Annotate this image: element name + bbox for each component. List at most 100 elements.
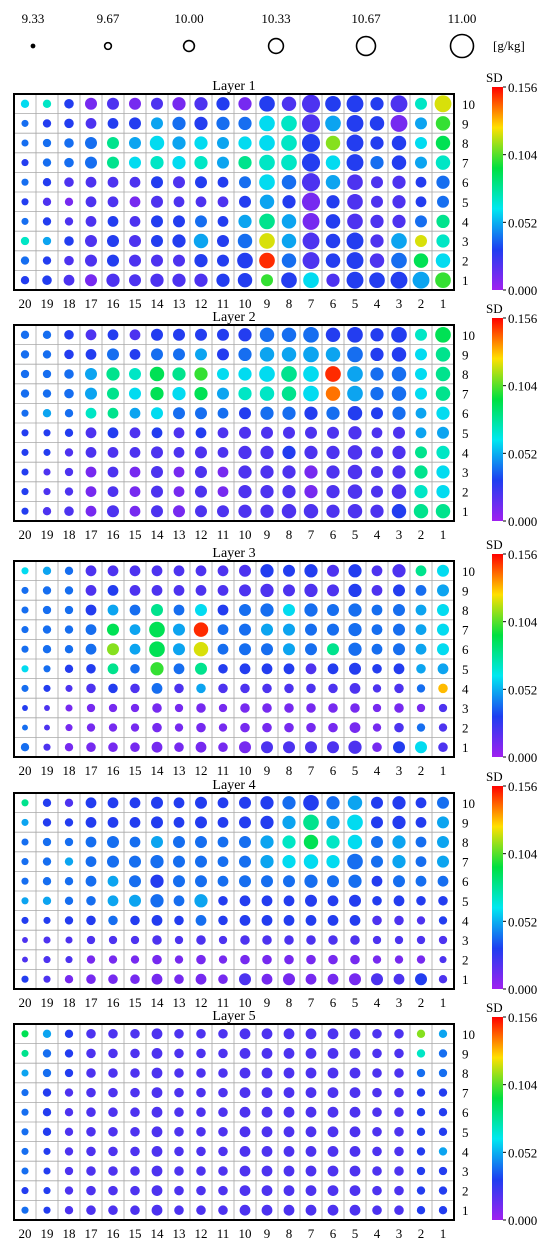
data-bubble: [370, 214, 384, 229]
data-bubble: [348, 583, 362, 598]
y-tick-label: 2: [462, 1184, 469, 1199]
data-bubble: [259, 252, 275, 269]
data-bubble: [216, 156, 230, 169]
size-legend-value: 9.33: [22, 11, 45, 26]
x-tick-label: 18: [63, 296, 76, 311]
x-tick-label: 1: [440, 527, 447, 542]
data-bubble: [216, 254, 230, 267]
data-bubble: [218, 974, 228, 984]
y-tick-label: 7: [462, 855, 469, 870]
data-bubble: [108, 1205, 118, 1215]
data-bubble: [282, 796, 296, 810]
y-tick-label: 4: [462, 445, 469, 460]
data-bubble: [436, 855, 450, 868]
x-tick-label: 7: [308, 763, 315, 778]
data-bubble: [259, 194, 275, 210]
data-bubble: [108, 742, 118, 752]
data-bubble: [150, 254, 164, 267]
colorbar-tick-label: 0.052: [508, 1145, 537, 1160]
data-bubble: [64, 625, 74, 634]
x-tick-label: 10: [239, 527, 252, 542]
data-bubble: [128, 875, 142, 888]
data-bubble: [85, 624, 97, 635]
data-bubble: [150, 195, 164, 208]
data-bubble: [436, 796, 450, 809]
data-bubble: [260, 835, 274, 849]
data-bubble: [64, 467, 74, 477]
data-bubble: [130, 742, 140, 752]
data-bubble: [239, 1204, 251, 1216]
data-bubble: [43, 684, 51, 692]
data-bubble: [216, 367, 230, 381]
data-bubble: [239, 1185, 251, 1196]
data-bubble: [150, 348, 164, 361]
data-bubble: [302, 232, 320, 250]
x-tick-label: 9: [264, 527, 271, 542]
data-bubble: [262, 683, 272, 694]
data-bubble: [372, 1068, 382, 1078]
data-bubble: [106, 387, 120, 400]
data-bubble: [65, 956, 73, 964]
data-bubble: [349, 722, 361, 733]
data-bubble: [326, 465, 340, 479]
data-bubble: [370, 973, 384, 986]
data-bubble: [196, 1029, 206, 1039]
data-bubble: [238, 643, 252, 656]
data-bubble: [281, 272, 297, 289]
data-bubble: [259, 213, 275, 230]
data-bubble: [174, 703, 184, 713]
data-bubble: [196, 1166, 206, 1176]
plot-frame: [13, 324, 455, 522]
data-bubble: [151, 973, 163, 985]
data-bubble: [438, 916, 448, 925]
y-tick-label: 2: [462, 485, 469, 500]
data-bubble: [327, 1087, 339, 1098]
data-bubble: [21, 975, 29, 983]
data-bubble: [21, 139, 29, 147]
data-bubble: [106, 643, 120, 656]
data-bubble: [328, 703, 338, 713]
data-bubble: [282, 603, 296, 617]
data-bubble: [283, 1087, 295, 1098]
data-bubble: [196, 1107, 206, 1117]
data-bubble: [195, 427, 207, 439]
data-bubble: [238, 504, 252, 518]
data-bubble: [218, 664, 228, 674]
data-bubble: [64, 1127, 74, 1136]
data-bubble: [350, 703, 360, 713]
data-bubble: [44, 724, 50, 731]
colorbar-tick-label: 0.104: [508, 847, 538, 862]
data-bubble: [349, 915, 361, 926]
data-bubble: [43, 1167, 51, 1175]
data-bubble: [304, 603, 318, 617]
data-bubble: [129, 466, 141, 478]
data-bubble: [20, 276, 30, 285]
data-bubble: [435, 135, 451, 151]
data-bubble: [237, 272, 253, 288]
data-bubble: [346, 252, 364, 270]
data-bubble: [303, 385, 319, 402]
data-bubble: [64, 1108, 74, 1117]
data-bubble: [64, 857, 74, 866]
data-bubble: [86, 955, 96, 964]
data-bubble: [325, 95, 341, 112]
data-bubble: [305, 1165, 317, 1177]
data-bubble: [150, 97, 164, 110]
data-bubble: [21, 1049, 29, 1057]
data-bubble: [325, 155, 341, 170]
data-bubble: [42, 896, 52, 905]
data-bubble: [415, 176, 427, 188]
data-bubble: [86, 915, 96, 926]
data-bubble: [347, 445, 363, 460]
data-bubble: [435, 366, 451, 382]
y-tick-label: 10: [462, 97, 475, 112]
data-bubble: [238, 328, 252, 342]
data-bubble: [20, 389, 30, 398]
y-tick-label: 10: [462, 564, 475, 579]
data-bubble: [217, 176, 229, 188]
data-bubble: [238, 855, 252, 868]
data-bubble: [306, 722, 316, 733]
data-bubble: [303, 272, 319, 289]
data-bubble: [216, 234, 230, 248]
data-bubble: [64, 1206, 74, 1215]
